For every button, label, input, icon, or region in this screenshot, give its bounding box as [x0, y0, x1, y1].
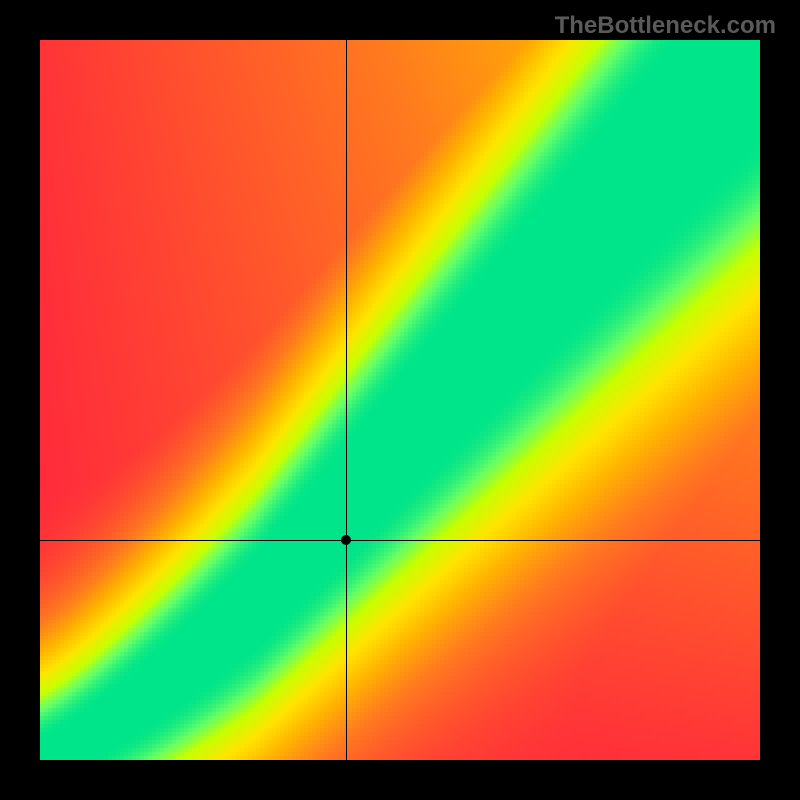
crosshair-dot: [341, 535, 351, 545]
crosshair-horizontal: [40, 540, 760, 541]
chart-container: TheBottleneck.com: [0, 0, 800, 800]
heatmap-plot: [40, 40, 760, 760]
watermark-text: TheBottleneck.com: [555, 12, 776, 40]
heatmap-canvas: [40, 40, 760, 760]
crosshair-vertical: [346, 40, 347, 760]
